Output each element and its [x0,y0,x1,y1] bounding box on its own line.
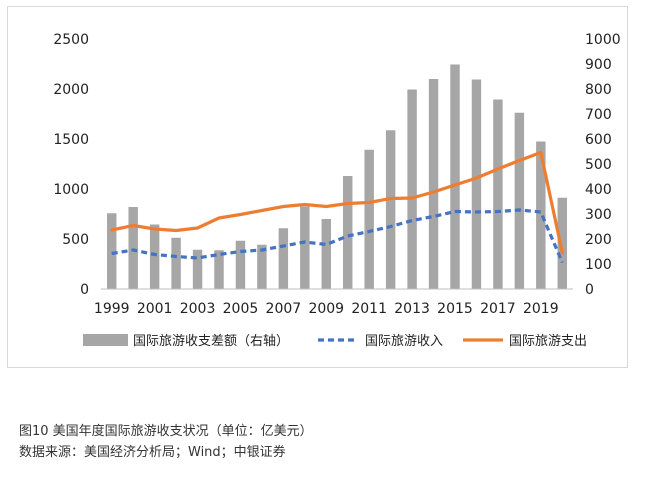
right-tick-label: 300 [585,207,612,223]
x-tick-label: 2003 [180,301,216,317]
left-tick-label: 1500 [53,132,89,148]
right-axis-ticks: 0 100 200 300 400 500 600 700 800 900 1000 [585,32,621,298]
bar-2010 [343,176,353,289]
bar-2007 [278,228,289,289]
bar-2016 [471,79,482,289]
left-tick-label: 500 [62,232,89,248]
bar-2012 [385,130,396,289]
x-tick-label: 2019 [523,301,559,317]
legend-label-1: 国际旅游收入 [365,334,443,349]
bar-1999 [107,213,117,289]
x-tick-label: 2011 [351,301,387,317]
x-tick-label: 2009 [308,301,344,317]
x-tick-label: 2001 [137,301,173,317]
figure-caption: 图10 美国年度国际旅游收支状况（单位：亿美元） [19,424,313,439]
left-tick-label: 0 [80,282,89,298]
lines-layer [110,150,564,264]
x-tick-label: 2017 [480,301,516,317]
left-tick-label: 2000 [53,82,89,98]
bar-2009 [321,219,331,289]
bar-2020 [557,197,567,289]
legend: 国际旅游收支差额（右轴） 国际旅游收入 国际旅游支出 [83,334,587,349]
right-tick-label: 500 [585,157,612,173]
bar-2004 [214,250,224,289]
bar-2015 [450,64,460,289]
bars-layer [107,64,567,289]
bar-2006 [257,244,267,289]
series-line-1 [110,150,564,255]
bar-2018 [514,112,525,289]
right-tick-label: 700 [585,107,612,123]
bar-2013 [407,89,417,289]
right-tick-label: 900 [585,57,612,73]
left-axis-ticks: 0 500 1000 1500 2000 2500 [53,32,89,298]
chart-svg: 0 500 1000 1500 2000 2500 0 100 200 300 400 500 600… [53,32,621,349]
bar-2005 [235,240,246,289]
x-tick-label: 2013 [394,301,430,317]
bar-2001 [149,224,160,289]
right-tick-label: 100 [585,257,612,273]
data-source: 数据来源：美国经济分析局；Wind；中银证券 [19,445,286,460]
bar-2008 [300,206,310,289]
bar-2019 [536,141,546,289]
x-axis-ticks: 1999 2001 2003 2005 2007 2009 2011 2013 2015 2017… [94,301,559,317]
bar-2003 [192,249,203,289]
bar-2000 [128,207,138,289]
left-tick-label: 1000 [53,182,89,198]
bar-2011 [364,149,374,289]
right-tick-label: 1000 [585,32,621,48]
legend-swatch-0 [83,334,128,346]
left-tick-label: 2500 [53,32,89,48]
right-tick-label: 200 [585,232,612,248]
right-tick-label: 400 [585,182,612,198]
bar-2014 [428,79,439,289]
x-tick-label: 1999 [94,301,130,317]
chart-frame: 0 500 1000 1500 2000 2500 0 100 200 300 400 500 600… [7,6,628,368]
bar-2017 [493,99,503,289]
x-tick-label: 2007 [266,301,302,317]
x-tick-label: 2015 [437,301,473,317]
bar-2002 [171,237,181,289]
right-tick-label: 600 [585,132,612,148]
x-tick-label: 2005 [223,301,259,317]
legend-label-2: 国际旅游支出 [509,334,587,349]
right-tick-label: 0 [585,282,594,298]
right-tick-label: 800 [585,82,612,98]
series-line-0 [111,208,564,264]
legend-label-0: 国际旅游收支差额（右轴） [133,334,289,349]
